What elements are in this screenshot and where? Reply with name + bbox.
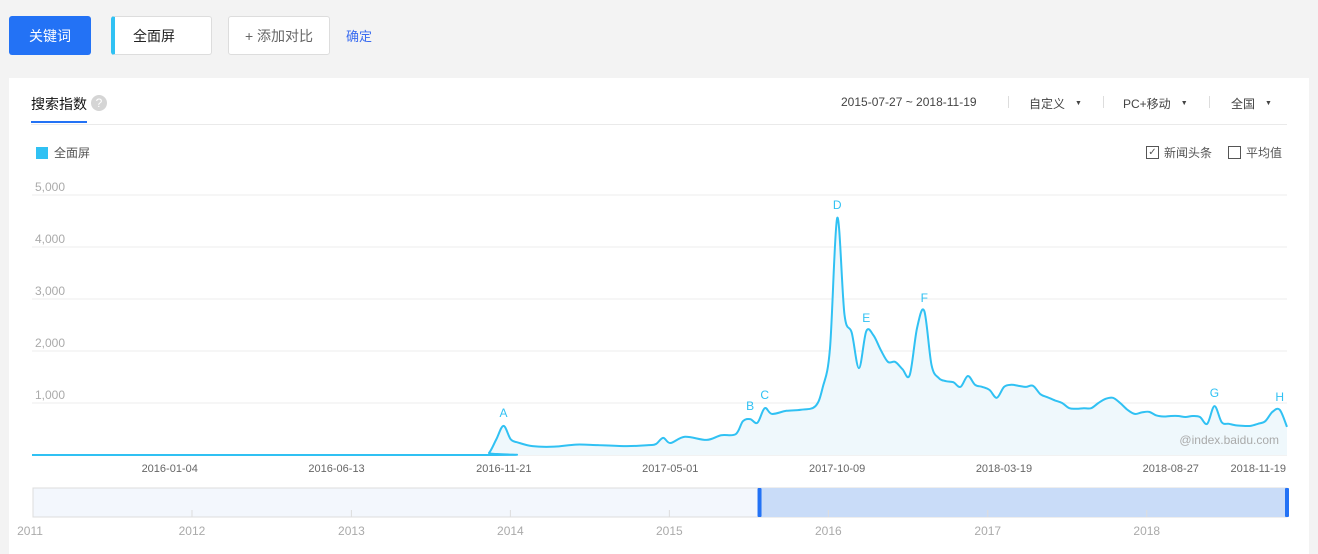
page-scrollbar[interactable] xyxy=(1309,0,1318,554)
device-dropdown[interactable]: PC+移动 ▼ xyxy=(1123,95,1188,112)
legend-label: 全面屏 xyxy=(54,146,91,160)
x-tick-label: 2018-11-19 xyxy=(1231,463,1286,475)
region-dropdown[interactable]: 全国 ▼ xyxy=(1231,95,1272,112)
confirm-link[interactable]: 确定 xyxy=(346,29,373,44)
annotation-h[interactable]: H xyxy=(1275,390,1284,404)
caret-down-icon: ▼ xyxy=(1180,100,1188,107)
news-checkbox[interactable]: ✓ 新闻头条 xyxy=(1146,144,1212,161)
series-area xyxy=(32,217,1287,455)
x-tick-label: 2018-03-19 xyxy=(976,463,1032,475)
navigator-year-label: 2018 xyxy=(1133,524,1160,538)
y-tick-label: 4,000 xyxy=(35,232,65,246)
annotation-c[interactable]: C xyxy=(760,388,769,402)
term-input[interactable]: 全面屏 xyxy=(111,16,212,55)
series-line xyxy=(31,216,1288,457)
y-tick-label: 1,000 xyxy=(35,388,65,402)
annotation-f[interactable]: F xyxy=(921,291,928,305)
x-tick-label: 2017-05-01 xyxy=(642,463,698,475)
average-label: 平均值 xyxy=(1246,146,1283,160)
y-tick-label: 5,000 xyxy=(35,180,65,194)
average-checkbox[interactable]: 平均值 xyxy=(1228,144,1282,161)
date-range[interactable]: 2015-07-27 ~ 2018-11-19 xyxy=(841,95,977,109)
period-label: 自定义 xyxy=(1029,97,1066,111)
annotation-d[interactable]: D xyxy=(833,198,842,212)
keyword-button[interactable]: 关键词 xyxy=(9,16,91,55)
x-tick-label: 2016-11-21 xyxy=(476,463,531,475)
watermark: @index.baidu.com xyxy=(1179,433,1279,447)
navigator-year-label: 2016 xyxy=(815,524,842,538)
annotation-g[interactable]: G xyxy=(1210,386,1219,400)
navigator-left-handle[interactable] xyxy=(757,488,762,517)
legend-swatch xyxy=(36,146,48,159)
period-dropdown[interactable]: 自定义 ▼ xyxy=(1029,95,1082,112)
checkbox-icon xyxy=(1228,146,1241,159)
device-label: PC+移动 xyxy=(1123,97,1171,111)
navigator-year-label: 2011 xyxy=(17,524,43,538)
y-tick-label: 3,000 xyxy=(35,284,65,298)
x-tick-label: 2018-08-27 xyxy=(1143,463,1199,475)
x-tick-label: 2017-10-09 xyxy=(809,463,865,475)
separator xyxy=(1103,96,1104,108)
legend-item[interactable]: 全面屏 xyxy=(36,144,90,161)
annotation-b[interactable]: B xyxy=(746,399,754,413)
navigator-right-handle[interactable] xyxy=(1285,488,1289,517)
news-label: 新闻头条 xyxy=(1164,146,1213,160)
navigator-year-label: 2014 xyxy=(497,524,524,538)
separator xyxy=(1209,96,1210,108)
annotation-a[interactable]: A xyxy=(500,406,508,420)
region-label: 全国 xyxy=(1231,97,1256,111)
checkbox-checked-icon: ✓ xyxy=(1146,146,1159,159)
navigator-selection[interactable] xyxy=(759,488,1287,517)
navigator-year-label: 2012 xyxy=(179,524,206,538)
add-compare-button[interactable]: + 添加对比 xyxy=(228,16,330,55)
caret-down-icon: ▼ xyxy=(1075,100,1082,107)
navigator-year-label: 2015 xyxy=(656,524,683,538)
tab-underline xyxy=(31,121,87,123)
x-tick-label: 2016-01-04 xyxy=(142,463,198,475)
separator xyxy=(1008,96,1009,108)
annotation-e[interactable]: E xyxy=(862,311,870,325)
y-tick-label: 2,000 xyxy=(35,336,65,350)
x-tick-label: 2016-06-13 xyxy=(308,463,364,475)
tab-search-index[interactable]: 搜索指数 xyxy=(31,96,87,112)
caret-down-icon: ▼ xyxy=(1265,100,1272,107)
chart-card: 搜索指数 ? 2015-07-27 ~ 2018-11-19 自定义 ▼ PC+移… xyxy=(9,78,1309,554)
divider xyxy=(31,124,1287,125)
navigator-year-label: 2013 xyxy=(338,524,365,538)
help-icon[interactable]: ? xyxy=(91,95,107,111)
navigator-year-label: 2017 xyxy=(974,524,1001,538)
